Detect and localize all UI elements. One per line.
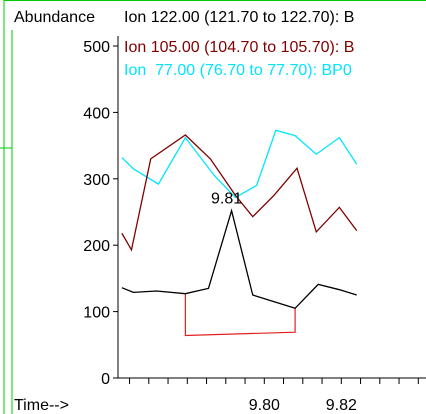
x-ticks: 9.80 9.82	[129, 378, 419, 414]
y-tick-label: 200	[83, 238, 110, 255]
series-group	[121, 129, 358, 310]
y-ticks: 0 100 200 300 400 500	[83, 39, 118, 388]
series-line-2	[121, 134, 358, 252]
legend-entry-2: Ion 105.00 (104.70 to 105.70): B	[124, 39, 354, 56]
y-tick-label: 100	[83, 305, 110, 322]
baseline-group	[184, 293, 296, 337]
y-tick-label: 0	[101, 371, 110, 388]
series-line-3	[121, 129, 358, 199]
baseline-line	[184, 293, 296, 337]
x-axis-label: Time-->	[14, 397, 69, 414]
x-tick-label: 9.82	[326, 397, 357, 414]
legend-entry-3: Ion 77.00 (76.70 to 77.70): BP0	[124, 62, 352, 79]
y-axis-label: Abundance	[14, 9, 95, 26]
annotation-group: 9.81	[211, 191, 242, 208]
peak-label: 9.81	[211, 191, 242, 208]
series-line-1	[121, 208, 357, 310]
y-tick-label: 300	[83, 172, 110, 189]
y-tick-label: 500	[83, 39, 110, 56]
y-tick-label: 400	[83, 105, 110, 122]
x-tick-label: 9.80	[249, 397, 280, 414]
legend-entry-1: Ion 122.00 (121.70 to 122.70): B	[124, 9, 354, 26]
